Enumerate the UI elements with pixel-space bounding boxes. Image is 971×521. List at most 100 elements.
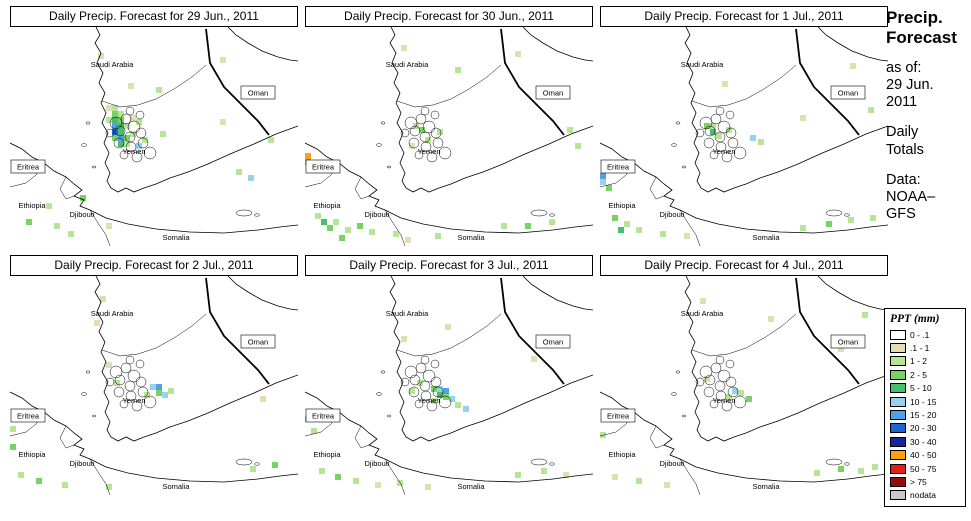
label-saudi-arabia: Saudi Arabia [386, 309, 429, 318]
label-eritrea-box: Eritrea [305, 408, 341, 423]
coastlines [600, 276, 888, 483]
sidebar-title: Precip. Forecast [886, 8, 968, 47]
legend-box: PPT (mm) 0 - .1 .1 - 1 1 - 2 2 - 5 5 - 10 10 … [884, 308, 966, 508]
label-djibouti: Djibouti [364, 459, 389, 468]
map-canvas: Saudi Arabia Oman Eritrea Yemen Ethiopia… [305, 276, 593, 495]
forecast-panel: Daily Precip. Forecast for 3 Jul., 2011 [305, 255, 593, 495]
panel-title: Daily Precip. Forecast for 1 Jul., 2011 [600, 6, 888, 27]
legend-swatch [890, 423, 906, 434]
label-yemen: Yemen [417, 396, 440, 405]
label-eritrea: Eritrea [607, 163, 630, 172]
precip-cells [600, 63, 876, 239]
label-saudi-arabia: Saudi Arabia [91, 60, 134, 69]
label-djibouti: Djibouti [659, 210, 684, 219]
legend-swatch [890, 463, 906, 474]
legend-row: 0 - .1 [890, 328, 961, 341]
asof-date-line2: 2011 [886, 94, 918, 111]
yemen-districts [400, 355, 452, 412]
oman-border [500, 277, 565, 385]
label-oman-box: Oman [240, 85, 276, 100]
yemen-districts [695, 106, 747, 163]
islands [81, 121, 260, 217]
oman-border [205, 28, 270, 136]
label-eritrea: Eritrea [607, 412, 630, 421]
legend-label: 1 - 2 [910, 356, 928, 367]
info-sidebar: Precip. Forecast as of: 29 Jun. 2011 Dai… [886, 8, 968, 223]
legend-row: 15 - 20 [890, 408, 961, 421]
label-oman: Oman [248, 338, 268, 347]
oman-border [500, 28, 565, 136]
label-eritrea-box: Eritrea [600, 408, 636, 423]
legend-label: 30 - 40 [910, 436, 937, 447]
legend-swatch [890, 356, 906, 367]
legend-swatch [890, 436, 906, 447]
legend-swatch [890, 329, 906, 340]
legend-swatch [890, 476, 906, 487]
forecast-panel: Daily Precip. Forecast for 1 Jul., 2011 [600, 6, 888, 246]
islands [671, 370, 850, 466]
data-source-line1: NOAA– [886, 188, 936, 205]
legend-label: 15 - 20 [910, 410, 937, 421]
sidebar-title-line2: Forecast [886, 27, 957, 47]
region-map-svg: Saudi Arabia Oman Eritrea Yemen Ethiopia… [600, 276, 888, 495]
yemen-districts [695, 355, 747, 412]
map-labels: Saudi Arabia Oman Eritrea Yemen Ethiopia… [10, 60, 276, 242]
legend-row: > 75 [890, 475, 961, 488]
country-borders [600, 313, 797, 495]
asof-date-line1: 29 Jun. [886, 77, 934, 94]
panel-title: Daily Precip. Forecast for 3 Jul., 2011 [305, 255, 593, 276]
map-labels: Saudi Arabia Oman Eritrea Yemen Ethiopia… [305, 309, 571, 491]
legend-label: 40 - 50 [910, 450, 937, 461]
map-canvas: Saudi Arabia Oman Eritrea Yemen Ethiopia… [600, 276, 888, 495]
legend-label: 10 - 15 [910, 396, 937, 407]
precip-cells [600, 298, 878, 488]
map-canvas: Saudi Arabia Oman Eritrea Yemen Ethiopia… [600, 27, 888, 246]
legend-row: 2 - 5 [890, 368, 961, 381]
legend-row: 50 - 75 [890, 462, 961, 475]
region-map-svg: Saudi Arabia Oman Eritrea Yemen Ethiopia… [600, 27, 888, 246]
label-djibouti: Djibouti [364, 210, 389, 219]
label-saudi-arabia: Saudi Arabia [681, 60, 724, 69]
label-oman: Oman [543, 338, 563, 347]
coastlines [600, 27, 888, 234]
legend-row: nodata [890, 489, 961, 502]
oman-border [795, 28, 860, 136]
legend-row: 1 - 2 [890, 355, 961, 368]
panel-title: Daily Precip. Forecast for 30 Jun., 2011 [305, 6, 593, 27]
legend-label: 5 - 10 [910, 383, 932, 394]
panel-title: Daily Precip. Forecast for 29 Jun., 2011 [10, 6, 298, 27]
label-eritrea: Eritrea [17, 412, 40, 421]
label-saudi-arabia: Saudi Arabia [91, 309, 134, 318]
label-somalia: Somalia [162, 233, 190, 242]
oman-border [205, 277, 270, 385]
legend-swatch [890, 450, 906, 461]
coastlines [305, 27, 593, 234]
islands [81, 370, 260, 466]
panels-grid: Daily Precip. Forecast for 29 Jun., 2011 [10, 6, 888, 495]
islands [671, 121, 850, 217]
legend-label: 2 - 5 [910, 369, 928, 380]
legend-swatch [890, 396, 906, 407]
label-eritrea-box: Eritrea [10, 159, 46, 174]
coastlines [10, 27, 298, 234]
legend-entries: 0 - .1 .1 - 1 1 - 2 2 - 5 5 - 10 10 - 15 15 - … [890, 328, 961, 502]
label-ethiopia: Ethiopia [608, 450, 636, 459]
legend-row: 40 - 50 [890, 449, 961, 462]
label-saudi-arabia: Saudi Arabia [681, 309, 724, 318]
label-somalia: Somalia [162, 482, 190, 491]
label-oman-box: Oman [830, 334, 866, 349]
label-oman-box: Oman [535, 334, 571, 349]
label-ethiopia: Ethiopia [313, 201, 341, 210]
label-saudi-arabia: Saudi Arabia [386, 60, 429, 69]
data-source-label: Data: [886, 171, 921, 188]
totals-block: Daily Totals [886, 124, 968, 158]
label-yemen: Yemen [122, 396, 145, 405]
map-labels: Saudi Arabia Oman Eritrea Yemen Ethiopia… [600, 309, 866, 491]
panel-title: Daily Precip. Forecast for 2 Jul., 2011 [10, 255, 298, 276]
label-eritrea-box: Eritrea [10, 408, 46, 423]
label-ethiopia: Ethiopia [18, 201, 46, 210]
label-eritrea: Eritrea [312, 412, 335, 421]
map-labels: Saudi Arabia Oman Eritrea Yemen Ethiopia… [305, 60, 571, 242]
legend-label: > 75 [910, 476, 927, 487]
